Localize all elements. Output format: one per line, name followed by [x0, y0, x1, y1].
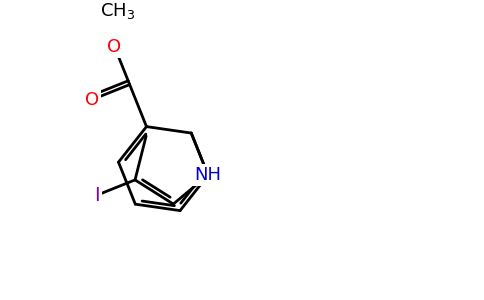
- Text: NH: NH: [195, 166, 222, 184]
- Text: CH$_3$: CH$_3$: [100, 1, 136, 21]
- Text: O: O: [107, 38, 121, 56]
- Text: I: I: [94, 185, 100, 205]
- Text: O: O: [85, 91, 99, 109]
